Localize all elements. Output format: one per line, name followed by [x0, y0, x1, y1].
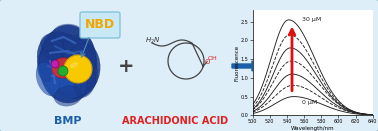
Ellipse shape	[57, 64, 87, 98]
Text: BMP: BMP	[54, 116, 82, 126]
Text: NBD: NBD	[85, 18, 115, 31]
Ellipse shape	[36, 62, 60, 96]
Y-axis label: Fluorescence: Fluorescence	[234, 45, 239, 81]
Ellipse shape	[62, 56, 98, 96]
Ellipse shape	[54, 86, 82, 106]
Ellipse shape	[37, 32, 83, 86]
Text: 0 μM: 0 μM	[302, 100, 318, 105]
Text: 30 μM: 30 μM	[302, 17, 322, 22]
Ellipse shape	[47, 53, 83, 93]
Circle shape	[58, 66, 68, 76]
Text: +: +	[118, 56, 134, 75]
Ellipse shape	[70, 62, 78, 68]
Ellipse shape	[40, 32, 76, 54]
Text: O: O	[205, 59, 211, 65]
Ellipse shape	[39, 25, 97, 103]
Text: OH: OH	[208, 56, 218, 61]
FancyBboxPatch shape	[80, 12, 120, 38]
Ellipse shape	[49, 72, 81, 100]
Ellipse shape	[39, 50, 71, 92]
Circle shape	[51, 60, 59, 68]
Text: $H_2N$: $H_2N$	[145, 36, 161, 46]
Circle shape	[64, 55, 92, 83]
Ellipse shape	[68, 43, 96, 75]
Ellipse shape	[52, 39, 92, 73]
FancyArrow shape	[232, 61, 260, 71]
Ellipse shape	[37, 44, 63, 82]
Ellipse shape	[52, 58, 74, 78]
Ellipse shape	[74, 69, 96, 97]
X-axis label: Wavelength/nm: Wavelength/nm	[291, 126, 335, 131]
Ellipse shape	[43, 34, 81, 64]
Ellipse shape	[63, 35, 93, 55]
Ellipse shape	[53, 24, 83, 42]
Ellipse shape	[50, 39, 100, 99]
Text: ARACHIDONIC ACID: ARACHIDONIC ACID	[122, 116, 228, 126]
